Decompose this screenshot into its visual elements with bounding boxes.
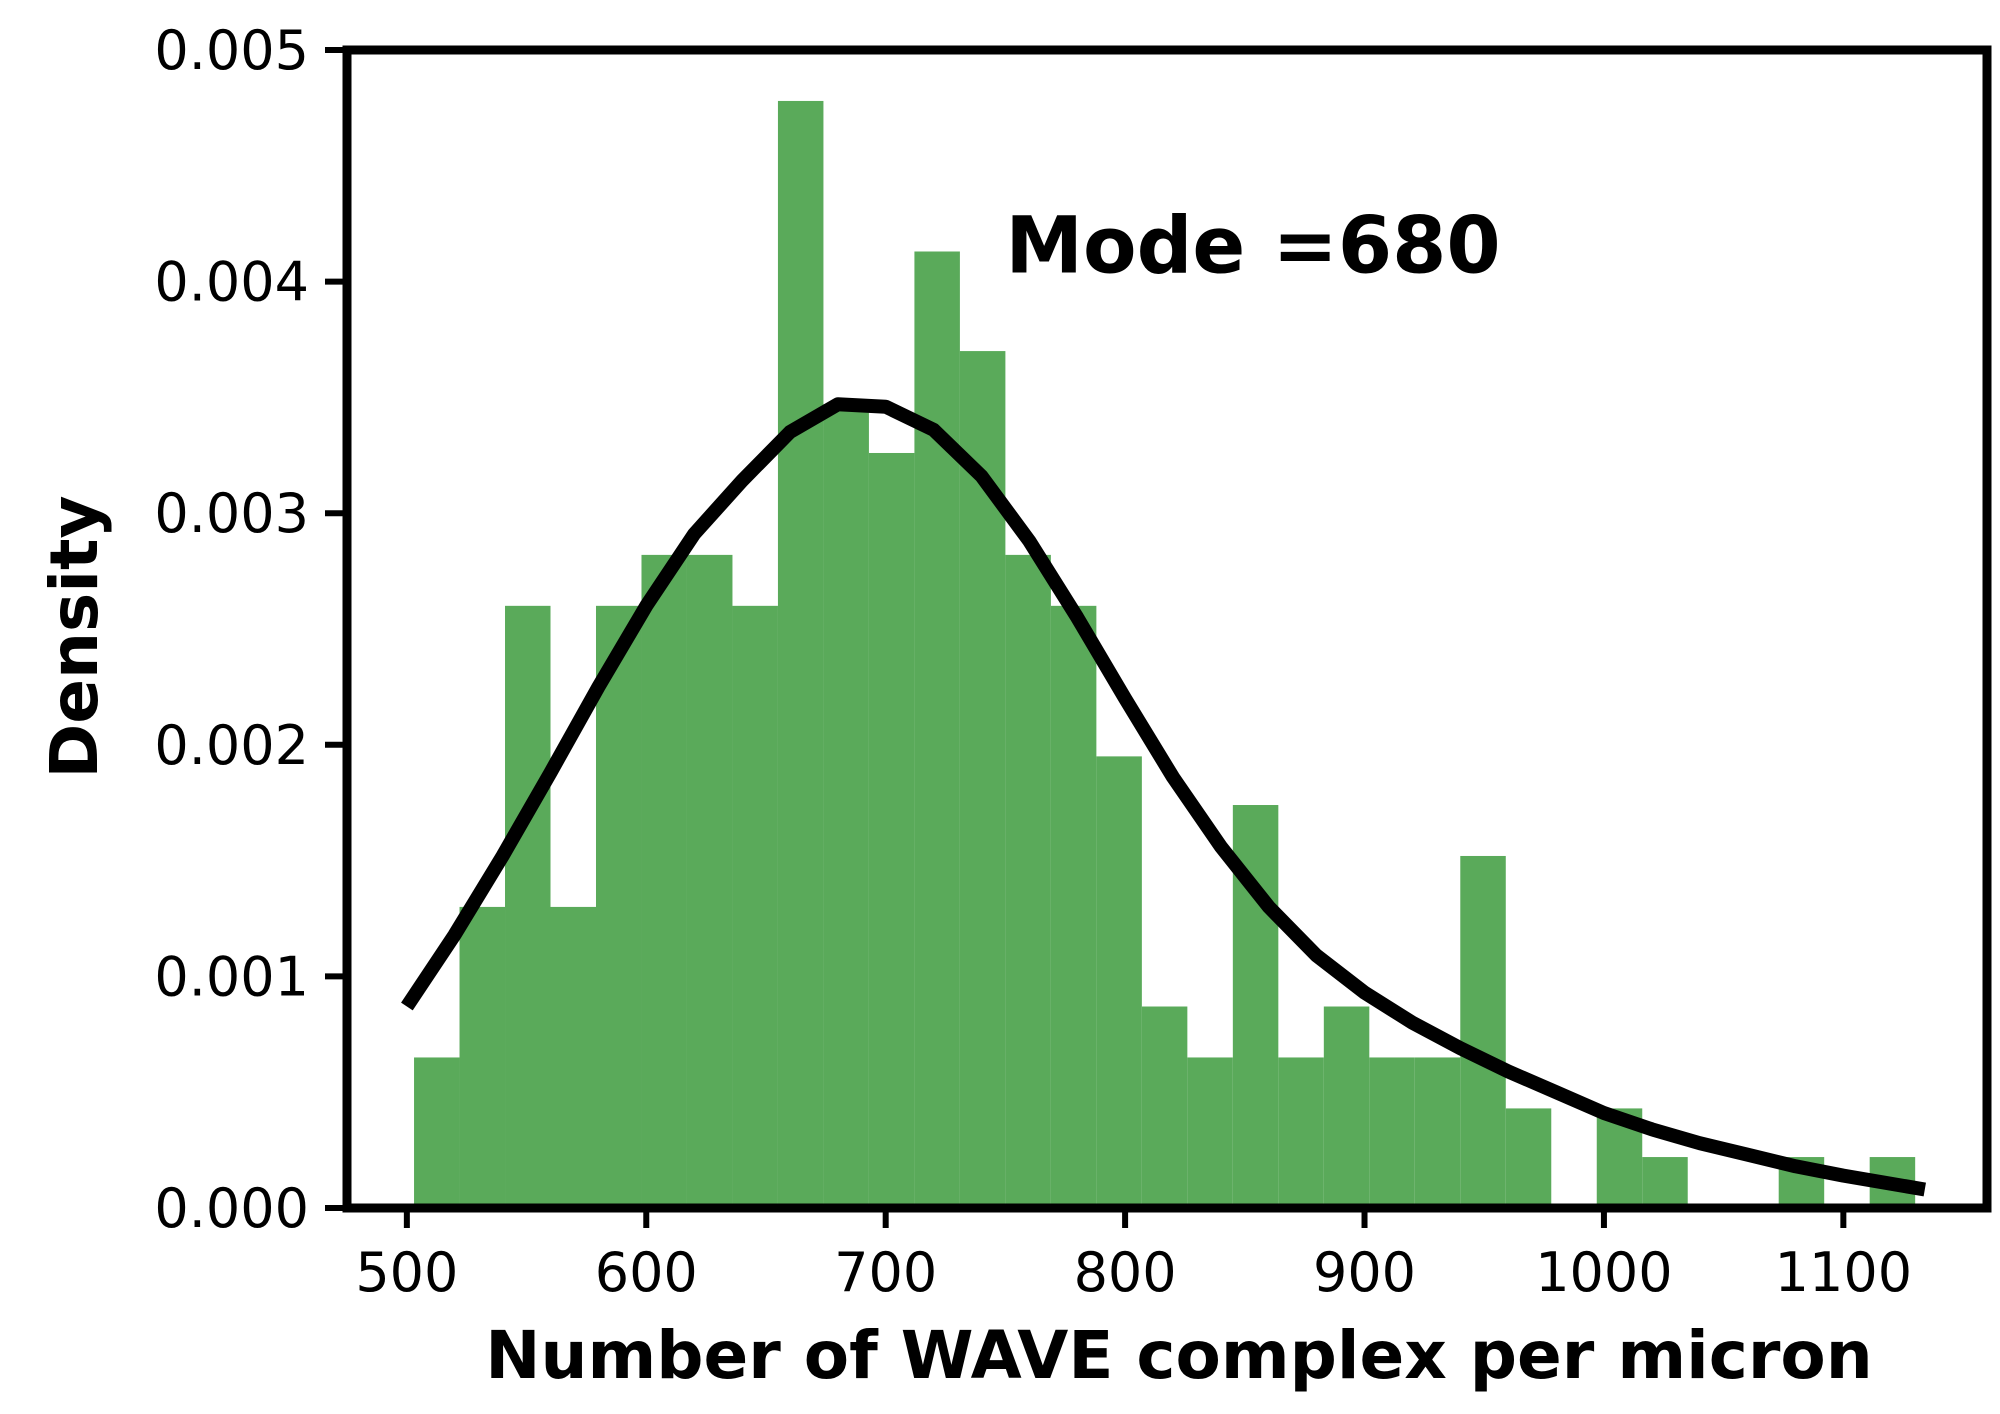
histogram-bar: [1005, 554, 1051, 1208]
density-curve-line: [401, 397, 1926, 1197]
y-tick-label: 0.000: [154, 1177, 309, 1240]
histogram-bar: [641, 554, 687, 1208]
x-axis-ticks: 500 600 700 800 900 1000 1100: [355, 1208, 1912, 1304]
y-axis-ticks: 0.000 0.001 0.002 0.003 0.004 0.005: [154, 19, 347, 1240]
x-tick-label: 600: [595, 1241, 698, 1304]
histogram-bar: [1050, 605, 1097, 1208]
histogram-bar: [414, 1057, 460, 1208]
histogram-bar: [1414, 1057, 1461, 1208]
x-axis-title: Number of WAVE complex per micron: [485, 1317, 1872, 1394]
x-tick-label: 800: [1074, 1241, 1177, 1304]
histogram-bar: [459, 906, 506, 1208]
histogram-bar: [1278, 1057, 1324, 1208]
y-axis-title: Density: [36, 495, 113, 778]
histogram-bar: [1323, 1006, 1370, 1208]
mode-annotation: Mode =680: [1005, 201, 1500, 291]
histogram-bar: [1642, 1157, 1688, 1208]
y-tick-label: 0.004: [154, 251, 309, 314]
histogram-bar: [1096, 756, 1142, 1208]
histogram-bar: [914, 251, 960, 1208]
histogram-bar: [686, 554, 733, 1208]
histogram-bar: [1369, 1057, 1415, 1208]
histogram-bar: [505, 605, 551, 1208]
x-tick-label: 1000: [1535, 1241, 1672, 1304]
histogram-bar: [595, 605, 642, 1208]
histogram-bar: [732, 605, 778, 1208]
x-tick-label: 500: [355, 1241, 458, 1304]
y-tick-label: 0.002: [154, 714, 309, 777]
histogram-bars: [414, 100, 1916, 1209]
histogram-bar: [550, 906, 596, 1208]
histogram-bar: [868, 452, 915, 1208]
x-tick-label: 1100: [1775, 1241, 1912, 1304]
histogram-bar: [1505, 1108, 1552, 1208]
histogram-bar: [1141, 1006, 1188, 1208]
histogram-bar: [1460, 855, 1506, 1208]
density-curve-layer: [401, 397, 1926, 1197]
histogram-bar: [777, 100, 824, 1208]
x-tick-label: 900: [1313, 1241, 1416, 1304]
y-tick-label: 0.003: [154, 482, 309, 545]
x-tick-label: 700: [834, 1241, 937, 1304]
plot-frame: [342, 45, 1992, 1213]
histogram-bar: [823, 404, 869, 1208]
y-tick-label: 0.005: [154, 19, 309, 82]
y-tick-label: 0.001: [154, 945, 309, 1008]
histogram-bar: [1187, 1057, 1233, 1208]
